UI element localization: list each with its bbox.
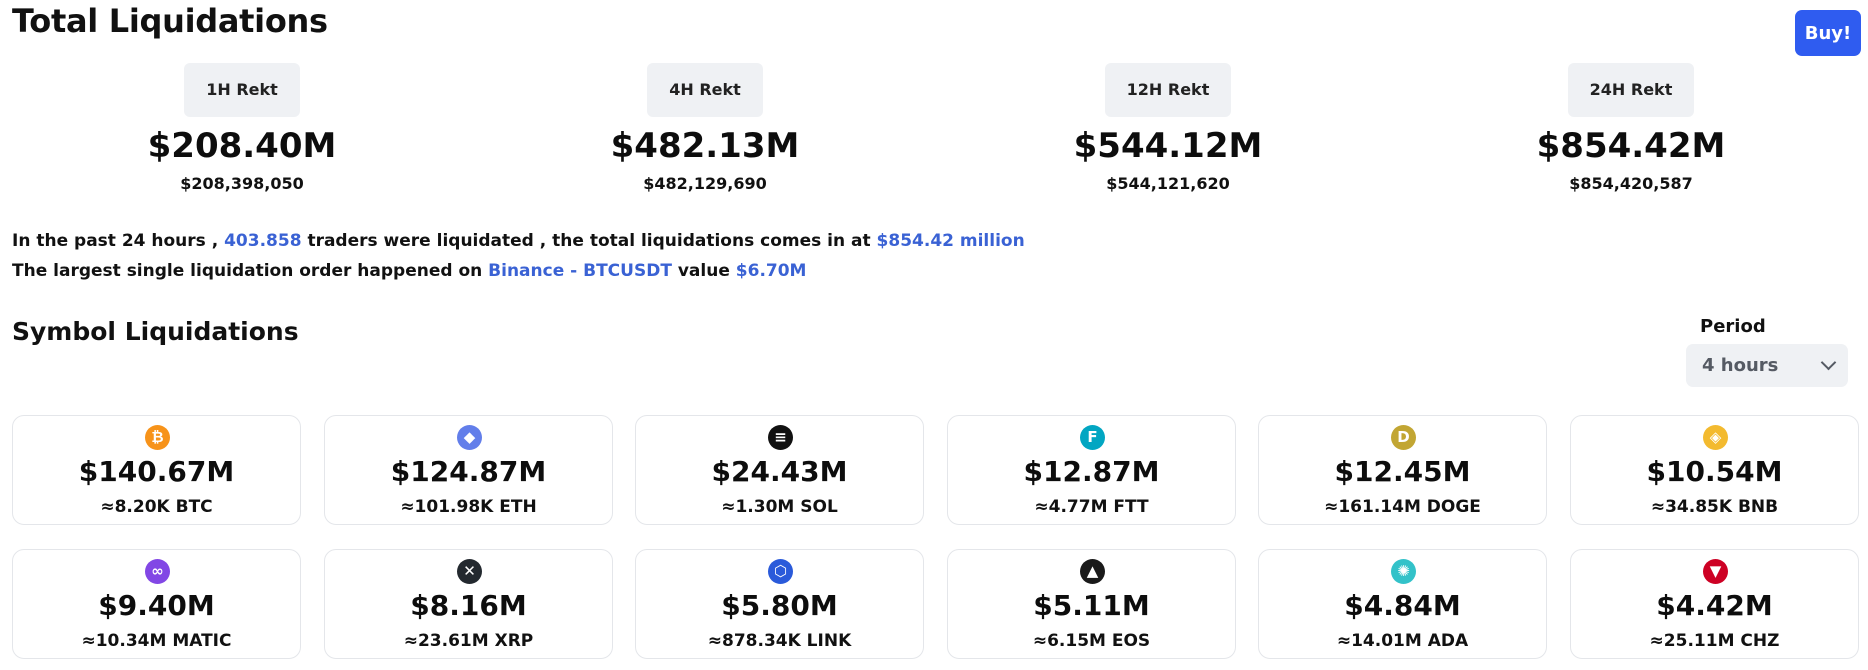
symbol-amount: ≈101.98K ETH — [400, 497, 537, 517]
symbol-card[interactable]: ∞ $9.40M ≈10.34M MATIC — [12, 549, 301, 659]
rekt-24h: 24H Rekt $854.42M $854,420,587 — [1471, 63, 1791, 195]
eos-icon: ▲ — [1080, 559, 1105, 584]
rekt-24h-exact: $854,420,587 — [1569, 174, 1693, 193]
symbol-card[interactable]: ◆ $124.87M ≈101.98K ETH — [324, 415, 613, 525]
largest-order-value: $6.70M — [735, 261, 807, 281]
rekt-1h-amount: $208.40M — [147, 126, 337, 166]
xrp-icon: ✕ — [457, 559, 482, 584]
symbol-card[interactable]: ✕ $8.16M ≈23.61M XRP — [324, 549, 613, 659]
symbol-amount: ≈23.61M XRP — [403, 631, 534, 651]
rekt-4h-label: 4H Rekt — [647, 63, 763, 117]
summary-text: value — [677, 261, 730, 281]
symbol-value: $12.87M — [1023, 455, 1160, 488]
symbol-card[interactable]: F $12.87M ≈4.77M FTT — [947, 415, 1236, 525]
rekt-1h-exact: $208,398,050 — [180, 174, 304, 193]
chiliz-icon: ▼ — [1703, 559, 1728, 584]
symbol-card[interactable]: D $12.45M ≈161.14M DOGE — [1258, 415, 1547, 525]
symbol-amount: ≈14.01M ADA — [1336, 631, 1469, 651]
summary-line-traders: In the past 24 hours , 403.858 traders w… — [12, 226, 1025, 256]
symbol-amount: ≈878.34K LINK — [707, 631, 852, 651]
summary-text: The largest single liquidation order hap… — [12, 261, 483, 281]
summary-text: traders were liquidated , the total liqu… — [307, 231, 871, 251]
solana-icon: ≡ — [768, 425, 793, 450]
cardano-icon: ✺ — [1391, 559, 1416, 584]
ethereum-icon: ◆ — [457, 425, 482, 450]
total-liquidations: $854.42 million — [876, 231, 1025, 251]
symbol-amount: ≈6.15M EOS — [1032, 631, 1151, 651]
symbol-amount: ≈10.34M MATIC — [81, 631, 232, 651]
dogecoin-icon: D — [1391, 425, 1416, 450]
symbol-value: $5.11M — [1033, 589, 1150, 622]
rekt-4h-amount: $482.13M — [610, 126, 800, 166]
rekt-12h-label: 12H Rekt — [1104, 63, 1232, 117]
rekt-12h: 12H Rekt $544.12M $544,121,620 — [1008, 63, 1328, 195]
symbol-amount: ≈34.85K BNB — [1650, 497, 1779, 517]
largest-order-exchange: Binance - BTCUSDT — [488, 261, 672, 281]
buy-button[interactable]: Buy! — [1795, 10, 1861, 56]
symbol-amount: ≈161.14M DOGE — [1324, 497, 1481, 517]
traders-count: 403.858 — [224, 231, 302, 251]
symbol-value: $8.16M — [410, 589, 527, 622]
rekt-1h-label: 1H Rekt — [184, 63, 300, 117]
symbol-value: $5.80M — [721, 589, 838, 622]
chevron-down-icon — [1820, 354, 1837, 371]
rekt-12h-exact: $544,121,620 — [1106, 174, 1230, 193]
period-select[interactable]: 4 hours — [1686, 344, 1848, 387]
rekt-24h-label: 24H Rekt — [1567, 63, 1695, 117]
rekt-summary-row: 1H Rekt $208.40M $208,398,050 4H Rekt $4… — [0, 63, 1868, 203]
symbol-value: $12.45M — [1334, 455, 1471, 488]
summary-line-largest: The largest single liquidation order hap… — [12, 256, 1025, 286]
symbol-card[interactable]: ⬡ $5.80M ≈878.34K LINK — [635, 549, 924, 659]
ftx-icon: F — [1080, 425, 1105, 450]
rekt-12h-amount: $544.12M — [1073, 126, 1263, 166]
symbol-value: $140.67M — [78, 455, 235, 488]
bitcoin-icon: ₿ — [145, 425, 170, 450]
symbol-amount: ≈4.77M FTT — [1034, 497, 1149, 517]
symbol-amount: ≈8.20K BTC — [100, 497, 213, 517]
symbol-card[interactable]: ≡ $24.43M ≈1.30M SOL — [635, 415, 924, 525]
liquidation-summary: In the past 24 hours , 403.858 traders w… — [12, 226, 1025, 286]
rekt-4h-exact: $482,129,690 — [643, 174, 767, 193]
period-label: Period — [1700, 316, 1766, 337]
period-select-value: 4 hours — [1702, 355, 1779, 376]
symbol-amount: ≈1.30M SOL — [721, 497, 838, 517]
symbol-card[interactable]: ▲ $5.11M ≈6.15M EOS — [947, 549, 1236, 659]
symbol-value: $24.43M — [711, 455, 848, 488]
symbol-card[interactable]: ✺ $4.84M ≈14.01M ADA — [1258, 549, 1547, 659]
symbol-value: $4.42M — [1656, 589, 1773, 622]
symbol-amount: ≈25.11M CHZ — [1649, 631, 1780, 651]
symbol-value: $10.54M — [1646, 455, 1783, 488]
rekt-24h-amount: $854.42M — [1536, 126, 1726, 166]
summary-text: In the past 24 hours , — [12, 231, 219, 251]
page-title: Total Liquidations — [12, 2, 328, 40]
symbol-value: $124.87M — [390, 455, 547, 488]
section-title: Symbol Liquidations — [12, 317, 299, 346]
polygon-icon: ∞ — [145, 559, 170, 584]
chainlink-icon: ⬡ — [768, 559, 793, 584]
symbol-value: $4.84M — [1344, 589, 1461, 622]
rekt-1h: 1H Rekt $208.40M $208,398,050 — [82, 63, 402, 195]
rekt-4h: 4H Rekt $482.13M $482,129,690 — [545, 63, 865, 195]
symbol-card[interactable]: ▼ $4.42M ≈25.11M CHZ — [1570, 549, 1859, 659]
symbol-card[interactable]: ◈ $10.54M ≈34.85K BNB — [1570, 415, 1859, 525]
binance-coin-icon: ◈ — [1703, 425, 1728, 450]
symbol-value: $9.40M — [98, 589, 215, 622]
symbol-card[interactable]: ₿ $140.67M ≈8.20K BTC — [12, 415, 301, 525]
